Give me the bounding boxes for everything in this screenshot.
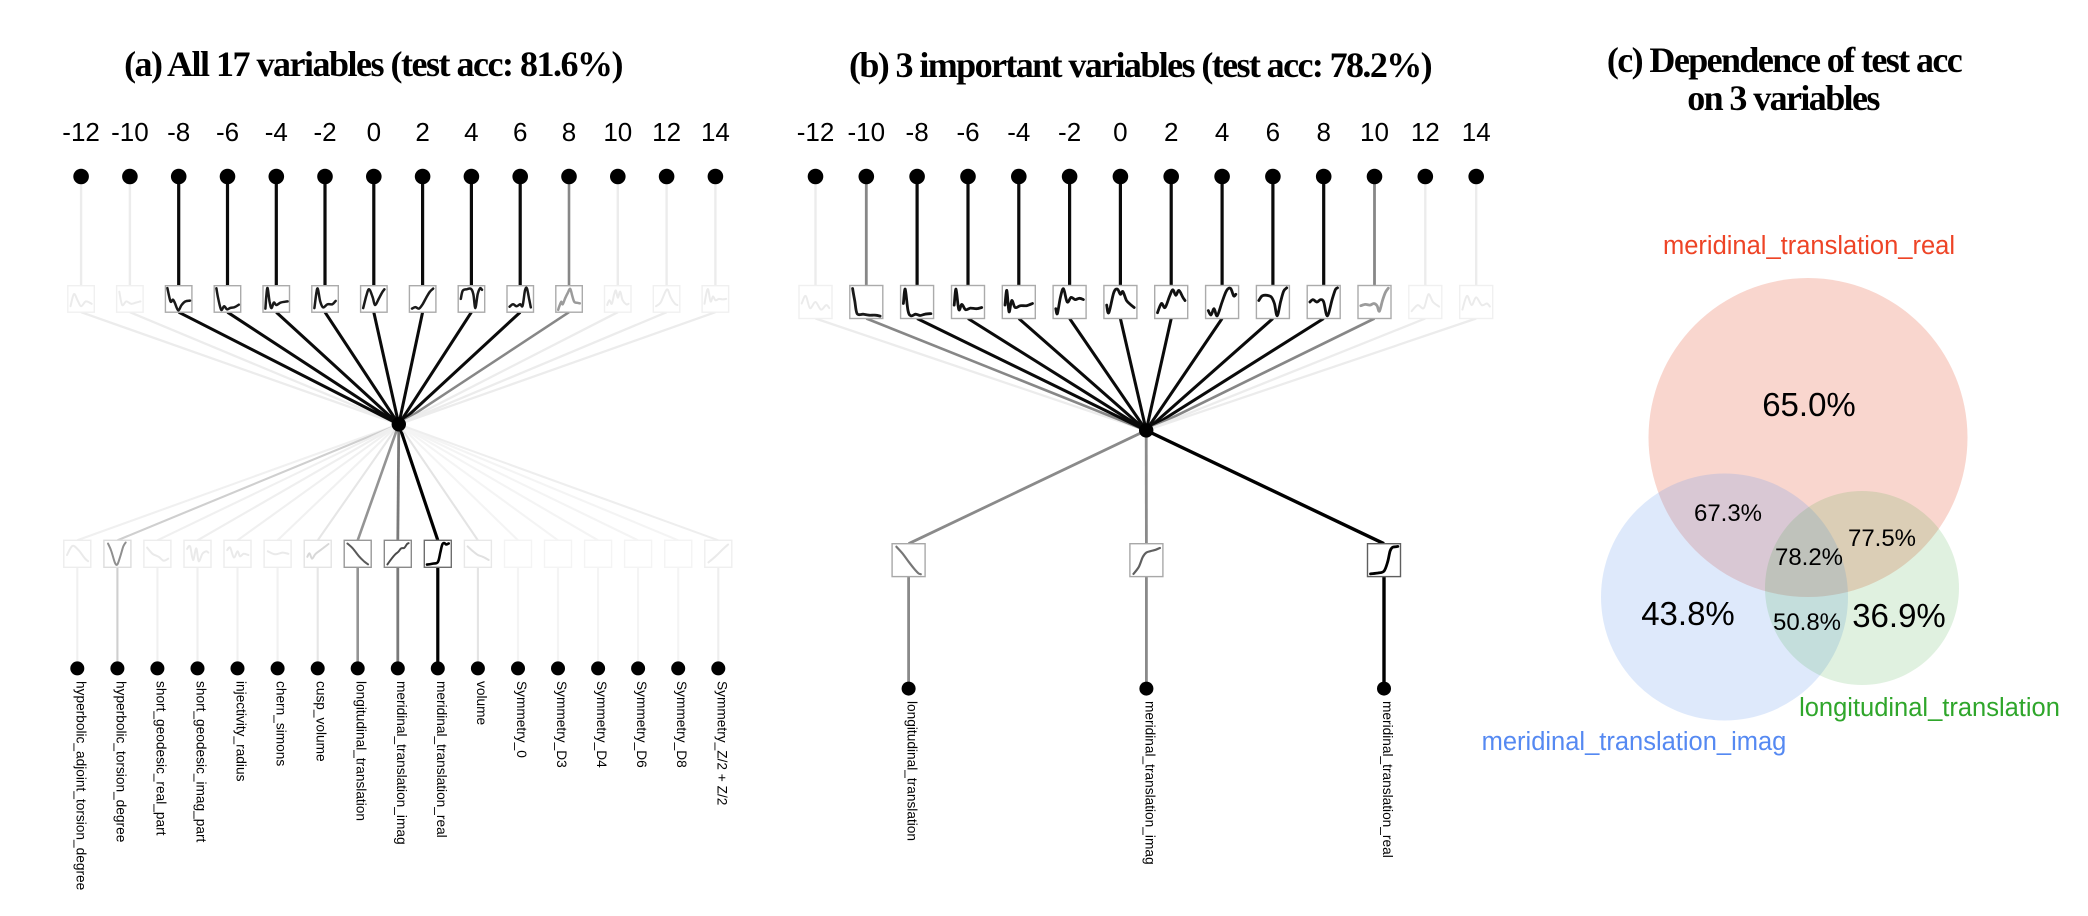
svg-text:-12: -12 xyxy=(797,117,835,147)
svg-text:meridinal_translation_imag: meridinal_translation_imag xyxy=(394,681,409,845)
svg-text:-4: -4 xyxy=(265,117,288,147)
svg-text:-10: -10 xyxy=(848,117,886,147)
svg-text:14: 14 xyxy=(701,117,730,147)
svg-text:longitudinal_translation: longitudinal_translation xyxy=(905,701,920,841)
svg-text:6: 6 xyxy=(1266,117,1280,147)
svg-text:12: 12 xyxy=(652,117,681,147)
svg-text:14: 14 xyxy=(1462,117,1491,147)
svg-text:8: 8 xyxy=(562,117,576,147)
svg-text:-2: -2 xyxy=(1058,117,1081,147)
svg-text:meridinal_translation_imag: meridinal_translation_imag xyxy=(1142,701,1157,865)
svg-text:2: 2 xyxy=(415,117,429,147)
svg-text:10: 10 xyxy=(603,117,632,147)
svg-text:(a) All 17 variables (test acc: (a) All 17 variables (test acc: 81.6%) xyxy=(124,44,622,84)
svg-text:meridinal_translation_real: meridinal_translation_real xyxy=(434,681,449,838)
svg-text:-6: -6 xyxy=(216,117,239,147)
svg-text:-12: -12 xyxy=(62,117,100,147)
svg-text:on 3 variables: on 3 variables xyxy=(1687,78,1880,118)
svg-text:hyperbolic_torsion_degree: hyperbolic_torsion_degree xyxy=(113,681,128,842)
svg-text:Symmetry_D8: Symmetry_D8 xyxy=(674,681,689,768)
svg-text:Symmetry_Z/2 + Z/2: Symmetry_Z/2 + Z/2 xyxy=(714,681,729,805)
svg-text:(b) 3 important variables (tes: (b) 3 important variables (test acc: 78.… xyxy=(849,45,1432,85)
svg-text:0: 0 xyxy=(1113,117,1127,147)
svg-text:2: 2 xyxy=(1164,117,1178,147)
svg-text:-8: -8 xyxy=(167,117,190,147)
svg-text:meridinal_translation_real: meridinal_translation_real xyxy=(1380,701,1395,858)
svg-text:-6: -6 xyxy=(956,117,979,147)
svg-text:longitudinal_translation: longitudinal_translation xyxy=(354,681,369,821)
svg-text:meridinal_translation_imag: meridinal_translation_imag xyxy=(1482,728,1787,756)
svg-text:-10: -10 xyxy=(111,117,149,147)
svg-text:77.5%: 77.5% xyxy=(1848,525,1916,552)
svg-text:meridinal_translation_real: meridinal_translation_real xyxy=(1663,232,1955,260)
svg-text:10: 10 xyxy=(1360,117,1389,147)
svg-text:longitudinal_translation: longitudinal_translation xyxy=(1799,694,2060,722)
svg-text:Symmetry_D3: Symmetry_D3 xyxy=(554,681,569,768)
svg-text:65.0%: 65.0% xyxy=(1762,386,1856,423)
svg-text:67.3%: 67.3% xyxy=(1694,500,1762,527)
svg-text:Symmetry_D6: Symmetry_D6 xyxy=(634,681,649,768)
svg-text:chern_simons: chern_simons xyxy=(274,681,289,766)
svg-text:(c) Dependence of test acc: (c) Dependence of test acc xyxy=(1607,40,1963,80)
svg-text:hyperbolic_adjoint_torsion_deg: hyperbolic_adjoint_torsion_degree xyxy=(73,681,88,890)
svg-text:-2: -2 xyxy=(313,117,336,147)
svg-text:Symmetry_D4: Symmetry_D4 xyxy=(594,681,609,768)
svg-text:4: 4 xyxy=(1215,117,1229,147)
svg-text:cusp_volume: cusp_volume xyxy=(314,681,329,762)
svg-text:50.8%: 50.8% xyxy=(1773,609,1841,636)
svg-text:-4: -4 xyxy=(1007,117,1030,147)
svg-text:12: 12 xyxy=(1411,117,1440,147)
svg-text:short_geodesic_imag_part: short_geodesic_imag_part xyxy=(194,681,209,843)
svg-text:6: 6 xyxy=(513,117,527,147)
svg-text:0: 0 xyxy=(367,117,381,147)
svg-text:43.8%: 43.8% xyxy=(1641,595,1735,632)
svg-text:-8: -8 xyxy=(906,117,929,147)
svg-text:78.2%: 78.2% xyxy=(1775,544,1843,571)
svg-text:4: 4 xyxy=(464,117,478,147)
svg-text:Symmetry_0: Symmetry_0 xyxy=(514,681,529,758)
svg-text:8: 8 xyxy=(1316,117,1330,147)
svg-text:volume: volume xyxy=(474,681,489,725)
svg-text:short_geodesic_real_part: short_geodesic_real_part xyxy=(153,681,168,836)
svg-text:injectivity_radius: injectivity_radius xyxy=(234,681,249,782)
svg-text:36.9%: 36.9% xyxy=(1852,597,1946,634)
